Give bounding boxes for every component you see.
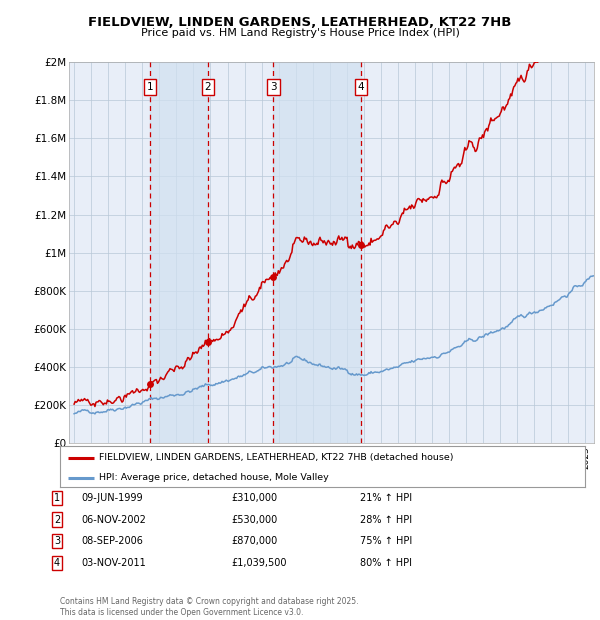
Text: 03-NOV-2011: 03-NOV-2011 (81, 558, 146, 568)
Text: HPI: Average price, detached house, Mole Valley: HPI: Average price, detached house, Mole… (100, 473, 329, 482)
Text: 21% ↑ HPI: 21% ↑ HPI (360, 493, 412, 503)
Text: 3: 3 (54, 536, 60, 546)
Text: 1: 1 (146, 82, 153, 92)
Text: Price paid vs. HM Land Registry's House Price Index (HPI): Price paid vs. HM Land Registry's House … (140, 28, 460, 38)
Text: Contains HM Land Registry data © Crown copyright and database right 2025.
This d: Contains HM Land Registry data © Crown c… (60, 598, 359, 617)
Text: 08-SEP-2006: 08-SEP-2006 (81, 536, 143, 546)
Text: 75% ↑ HPI: 75% ↑ HPI (360, 536, 412, 546)
Text: 80% ↑ HPI: 80% ↑ HPI (360, 558, 412, 568)
Text: £1,039,500: £1,039,500 (231, 558, 287, 568)
Text: 06-NOV-2002: 06-NOV-2002 (81, 515, 146, 525)
Text: 3: 3 (270, 82, 277, 92)
Bar (274, 62, 361, 443)
Text: £310,000: £310,000 (231, 493, 277, 503)
Text: FIELDVIEW, LINDEN GARDENS, LEATHERHEAD, KT22 7HB: FIELDVIEW, LINDEN GARDENS, LEATHERHEAD, … (88, 16, 512, 29)
Text: £870,000: £870,000 (231, 536, 277, 546)
Text: 4: 4 (54, 558, 60, 568)
Text: 1: 1 (54, 493, 60, 503)
Text: 28% ↑ HPI: 28% ↑ HPI (360, 515, 412, 525)
Bar (150, 62, 208, 443)
Text: 2: 2 (54, 515, 60, 525)
Text: 2: 2 (205, 82, 211, 92)
Text: £530,000: £530,000 (231, 515, 277, 525)
Text: 4: 4 (358, 82, 364, 92)
Text: 09-JUN-1999: 09-JUN-1999 (81, 493, 143, 503)
Text: FIELDVIEW, LINDEN GARDENS, LEATHERHEAD, KT22 7HB (detached house): FIELDVIEW, LINDEN GARDENS, LEATHERHEAD, … (100, 453, 454, 462)
